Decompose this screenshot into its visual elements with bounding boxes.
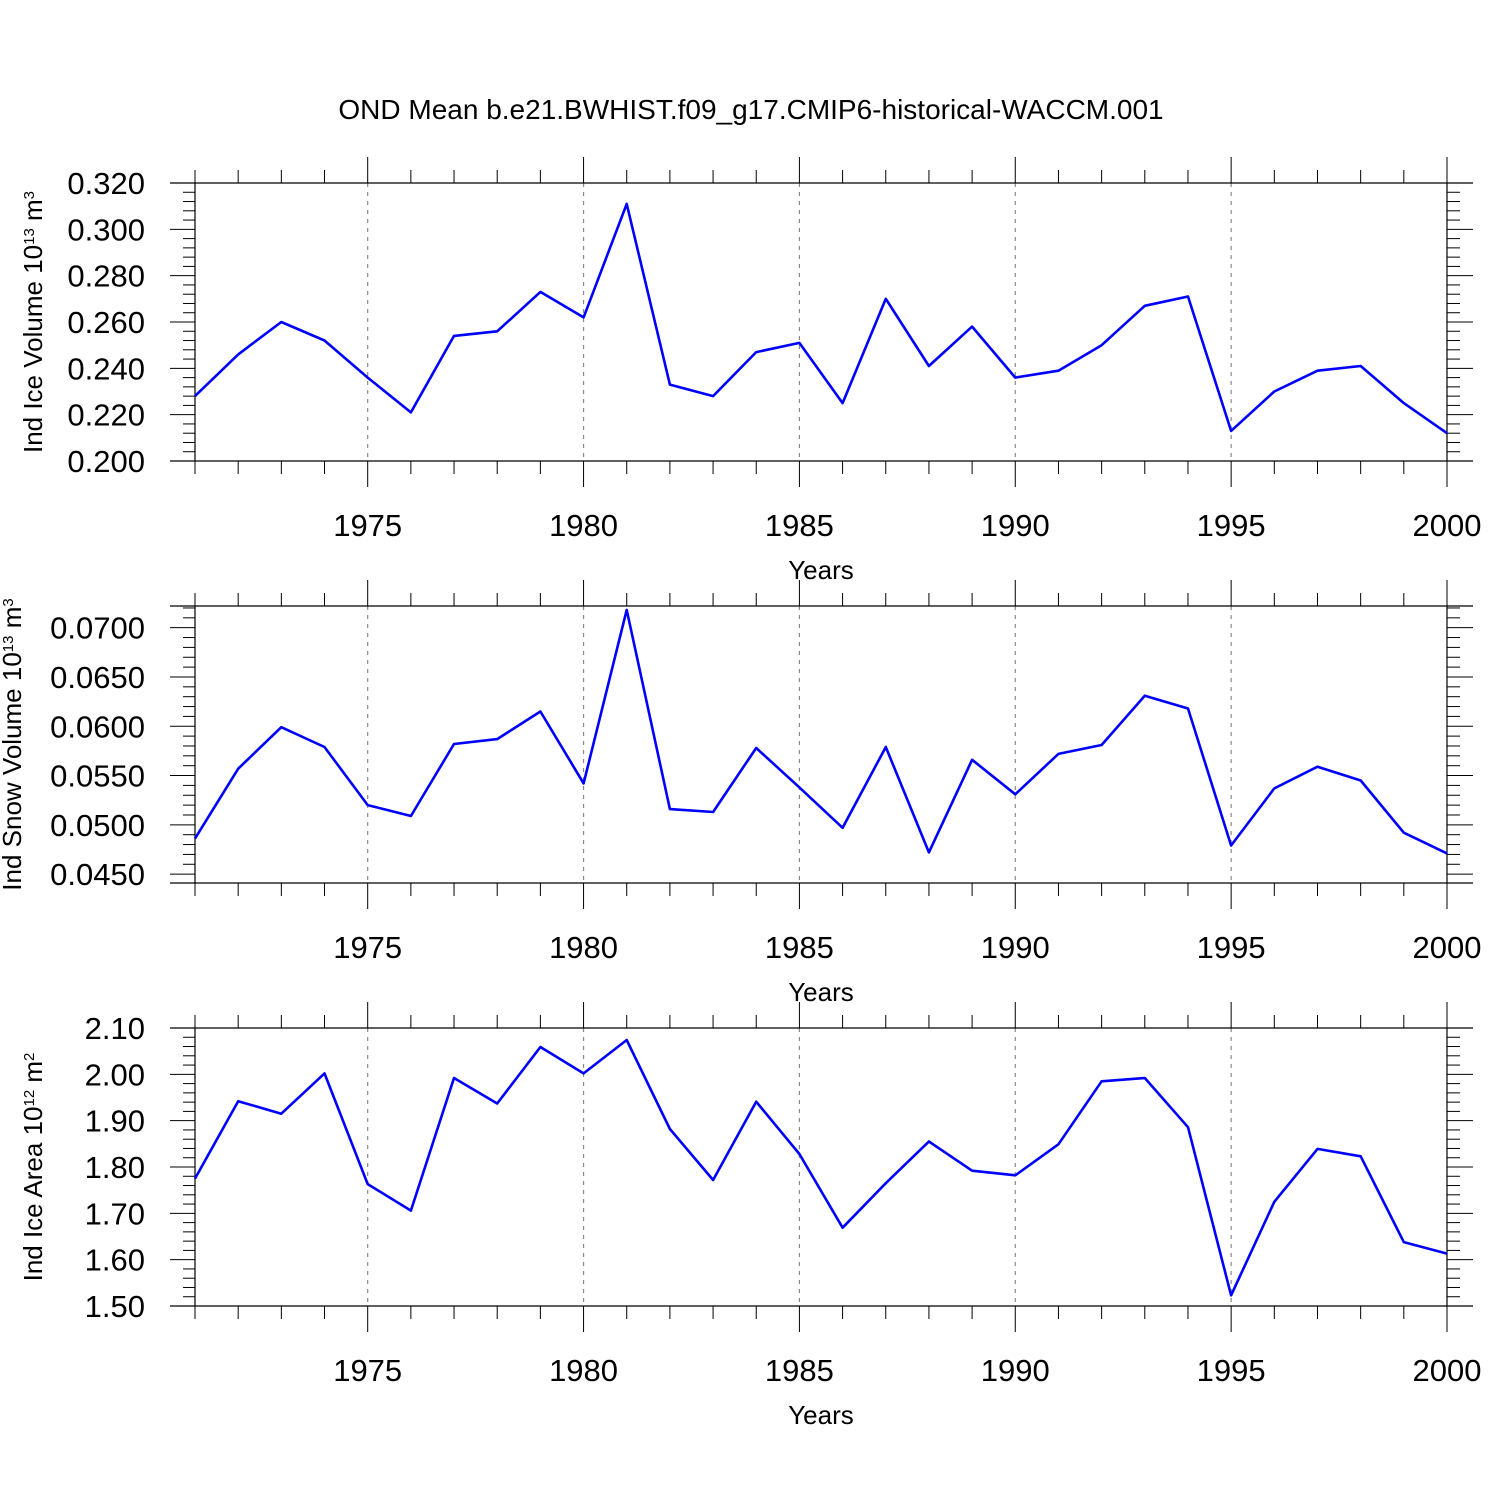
series-line: [194, 202, 1448, 435]
x-tick-label: 2000: [1413, 508, 1482, 543]
x-tick-label: 1995: [1197, 930, 1266, 965]
panel-1: 0.200 0.220 0.240 0.260 0.280 0.300 0.320 1975 1…: [18, 157, 1481, 585]
panel-3: 1.50 1.60 1.70 1.80 1.90 2.00 2.10 1975 1980 1985…: [18, 1002, 1481, 1430]
x-tick-label: 1990: [981, 930, 1050, 965]
y-tick-label: 0.260: [67, 305, 145, 340]
x-axis-title: Years: [788, 555, 854, 585]
y-tick-label: 0.280: [67, 259, 145, 294]
y-tick-label: 2.00: [85, 1057, 145, 1092]
y-tick-label: 0.0600: [50, 709, 145, 744]
y-tick-label: 0.0550: [50, 759, 145, 794]
x-tick-label: 1995: [1197, 508, 1266, 543]
y-tick-label: 1.90: [85, 1104, 145, 1139]
y-tick-label: 0.220: [67, 398, 145, 433]
x-axis-title: Years: [788, 977, 854, 1007]
y-tick-label: 1.70: [85, 1196, 145, 1231]
series-line: [193, 608, 1448, 855]
series-line: [193, 1038, 1448, 1297]
x-tick-label: 1975: [333, 1353, 402, 1388]
y-axis-title: Ind Snow Volume 1013 m3: [0, 598, 27, 890]
y-tick-label: 0.0500: [50, 808, 145, 843]
y-tick-label: 0.300: [67, 212, 145, 247]
x-axis-title: Years: [788, 1400, 854, 1430]
y-axis-title: Ind Ice Volume 1013 m3: [18, 191, 48, 453]
x-tick-label: 2000: [1413, 1353, 1482, 1388]
x-tick-label: 1985: [765, 1353, 834, 1388]
y-tick-label: 0.320: [67, 166, 145, 201]
y-tick-label: 1.80: [85, 1150, 145, 1185]
x-tick-label: 2000: [1413, 930, 1482, 965]
panel-2: 0.0450 0.0500 0.0550 0.0600 0.0650 0.0700 1975…: [0, 580, 1481, 1007]
x-tick-label: 1990: [981, 1353, 1050, 1388]
x-tick-label: 1985: [765, 508, 834, 543]
x-tick-label: 1975: [333, 930, 402, 965]
y-tick-label: 0.0450: [50, 857, 145, 892]
x-tick-label: 1990: [981, 508, 1050, 543]
x-tick-label: 1980: [549, 508, 618, 543]
x-tick-label: 1975: [333, 508, 402, 543]
y-tick-label: 1.50: [85, 1289, 145, 1324]
y-tick-label: 2.10: [85, 1011, 145, 1046]
x-tick-label: 1980: [549, 1353, 618, 1388]
x-tick-label: 1985: [765, 930, 834, 965]
y-axis-title: Ind Ice Area 1012 m2: [18, 1053, 48, 1282]
y-tick-label: 0.0650: [50, 660, 145, 695]
y-tick-label: 0.240: [67, 351, 145, 386]
x-tick-label: 1995: [1197, 1353, 1266, 1388]
y-tick-label: 1.60: [85, 1243, 145, 1278]
x-tick-label: 1980: [549, 930, 618, 965]
y-tick-label: 0.200: [67, 444, 145, 479]
chart-title: OND Mean b.e21.BWHIST.f09_g17.CMIP6-hist…: [338, 94, 1163, 125]
y-tick-label: 0.0700: [50, 611, 145, 646]
